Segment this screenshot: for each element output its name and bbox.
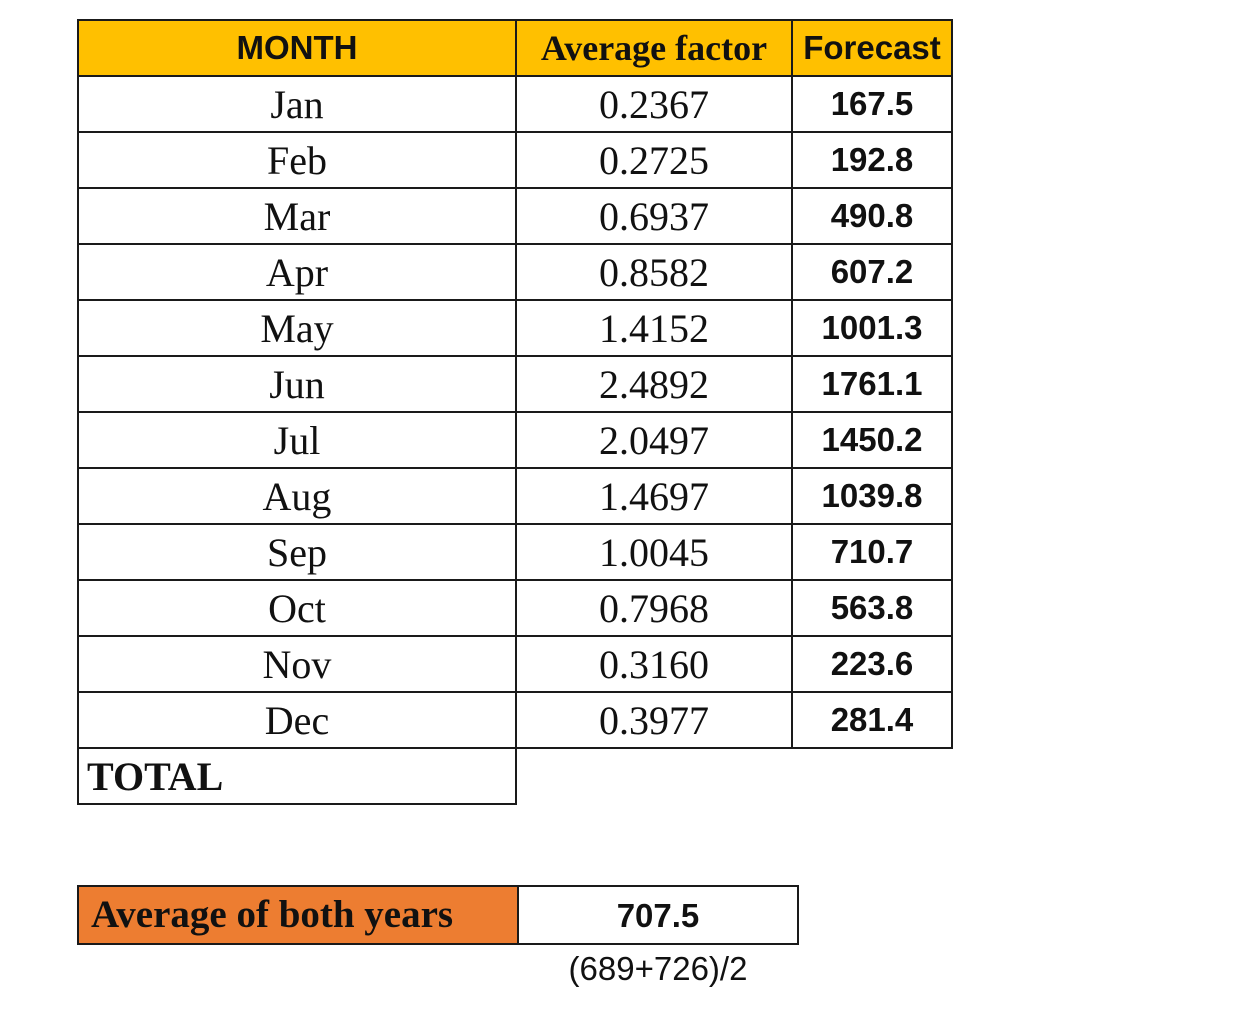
forecast-cell: 710.7 [791,523,953,581]
average-factor-cell: 0.2367 [515,75,793,133]
average-both-years-text: Average of both years [91,893,454,936]
table-row: Nov 0.3160 223.6 [77,635,953,693]
average-factor-cell: 0.3160 [515,635,793,693]
table-row: Apr 0.8582 607.2 [77,243,953,301]
average-factor-cell: 1.4152 [515,299,793,357]
forecast-cell: 490.8 [791,187,953,245]
forecast-cell: 167.5 [791,75,953,133]
table-row: Mar 0.6937 490.8 [77,187,953,245]
month-cell: Nov [77,635,517,693]
table-row: Sep 1.0045 710.7 [77,523,953,581]
table-row: Aug 1.4697 1039.8 [77,467,953,525]
month-cell: Mar [77,187,517,245]
total-row: TOTAL [77,747,952,805]
average-factor-cell: 2.0497 [515,411,793,469]
total-empty-cell [515,747,792,804]
header-average-factor: Average factor [515,19,793,77]
month-cell: Oct [77,579,517,637]
header-forecast: Forecast [791,19,953,77]
average-factor-cell: 1.0045 [515,523,793,581]
forecast-cell: 1761.1 [791,355,953,413]
table-row: Dec 0.3977 281.4 [77,691,953,749]
table-row: Feb 0.2725 192.8 [77,131,953,189]
average-factor-cell: 2.4892 [515,355,793,413]
average-factor-cell: 0.7968 [515,579,793,637]
average-factor-cell: 1.4697 [515,467,793,525]
header-month: MONTH [77,19,517,77]
forecast-table: MONTH Average factor Forecast Jan 0.2367… [77,19,953,805]
average-factor-cell: 0.2725 [515,131,793,189]
average-both-years-value: 707.5 [517,885,799,945]
month-cell: Aug [77,467,517,525]
month-cell: Feb [77,131,517,189]
table-row: Oct 0.7968 563.8 [77,579,953,637]
month-cell: Jul [77,411,517,469]
average-factor-cell: 0.6937 [515,187,793,245]
total-empty-cell [792,747,952,804]
forecast-cell: 192.8 [791,131,953,189]
table-row: Jun 2.4892 1761.1 [77,355,953,413]
table-header-row: MONTH Average factor Forecast [77,19,953,77]
month-cell: May [77,299,517,357]
month-cell: Jan [77,75,517,133]
total-label: TOTAL [77,747,517,805]
average-factor-cell: 0.3977 [515,691,793,749]
forecast-cell: 281.4 [791,691,953,749]
average-formula-note: (689+726)/2 [568,950,748,987]
forecast-cell: 1039.8 [791,467,953,525]
forecast-cell: 1001.3 [791,299,953,357]
month-cell: Dec [77,691,517,749]
forecast-cell: 1450.2 [791,411,953,469]
table-row: May 1.4152 1001.3 [77,299,953,357]
average-both-years-label: Average of both years [77,885,517,945]
table-row: Jul 2.0497 1450.2 [77,411,953,469]
forecast-cell: 563.8 [791,579,953,637]
forecast-cell: 223.6 [791,635,953,693]
month-cell: Jun [77,355,517,413]
month-cell: Apr [77,243,517,301]
average-factor-cell: 0.8582 [515,243,793,301]
month-cell: Sep [77,523,517,581]
table-row: Jan 0.2367 167.5 [77,75,953,133]
forecast-cell: 607.2 [791,243,953,301]
